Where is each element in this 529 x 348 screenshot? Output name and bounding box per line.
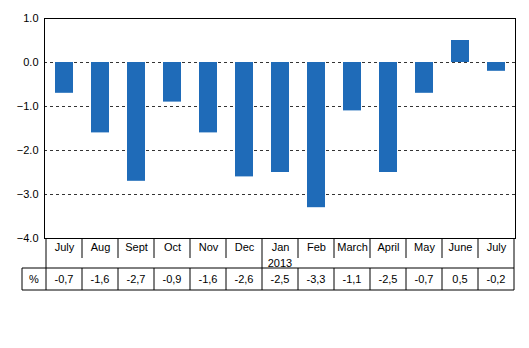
- svg-text:-0,7: -0,7: [55, 273, 74, 285]
- svg-text:July: July: [55, 241, 75, 253]
- svg-text:Aug: Aug: [91, 241, 111, 253]
- svg-text:Dec: Dec: [235, 241, 255, 253]
- svg-text:-2,5: -2,5: [379, 273, 398, 285]
- svg-text:Jan: Jan: [272, 241, 290, 253]
- svg-text:2013: 2013: [268, 257, 292, 269]
- svg-text:%: %: [29, 273, 39, 285]
- svg-text:March: March: [337, 241, 368, 253]
- svg-text:Oct: Oct: [164, 241, 181, 253]
- svg-text:-2,5: -2,5: [271, 273, 290, 285]
- svg-text:-0,2: -0,2: [487, 273, 506, 285]
- svg-text:April: April: [377, 241, 399, 253]
- svg-text:-1,6: -1,6: [199, 273, 218, 285]
- svg-text:June: June: [449, 241, 473, 253]
- svg-text:−2.0: −2.0: [17, 144, 39, 156]
- svg-text:−4.0: −4.0: [17, 232, 39, 244]
- svg-text:1.0: 1.0: [23, 12, 38, 24]
- svg-text:−1.0: −1.0: [17, 100, 39, 112]
- svg-text:-2,7: -2,7: [127, 273, 146, 285]
- svg-text:Feb: Feb: [307, 241, 326, 253]
- svg-text:-1,1: -1,1: [343, 273, 362, 285]
- svg-text:0.0: 0.0: [23, 56, 38, 68]
- svg-text:-0,7: -0,7: [415, 273, 434, 285]
- svg-text:-3,3: -3,3: [307, 273, 326, 285]
- svg-text:-1,6: -1,6: [91, 273, 110, 285]
- svg-text:May: May: [414, 241, 435, 253]
- svg-text:-0,9: -0,9: [163, 273, 182, 285]
- svg-text:0,5: 0,5: [452, 273, 467, 285]
- svg-text:-2,6: -2,6: [235, 273, 254, 285]
- svg-text:−3.0: −3.0: [17, 188, 39, 200]
- svg-text:July: July: [487, 241, 507, 253]
- svg-text:Nov: Nov: [199, 241, 219, 253]
- svg-text:Sept: Sept: [125, 241, 148, 253]
